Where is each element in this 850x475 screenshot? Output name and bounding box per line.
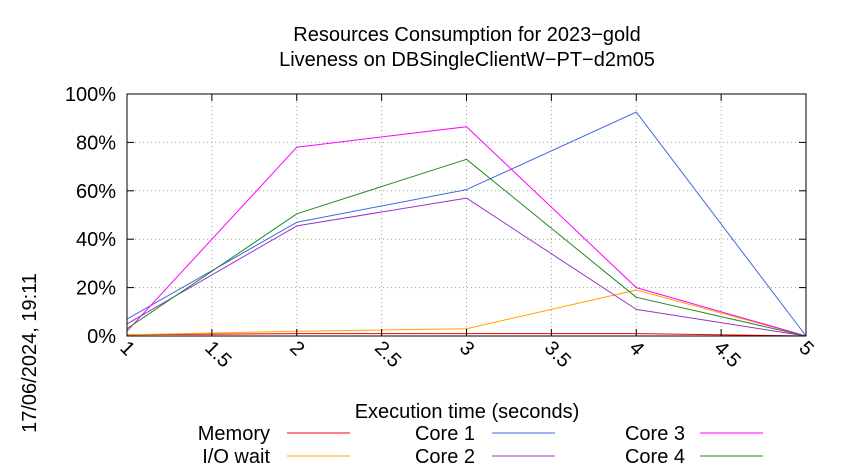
series-line <box>126 197 807 337</box>
x-axis-tick-labels: 1 1.5 2 2.5 3 3.5 4 4.5 5 <box>115 337 817 372</box>
timestamp: 17/06/2024, 19:11 <box>19 273 41 433</box>
x-tick-label: 4 <box>625 337 648 360</box>
series-line <box>126 126 807 337</box>
chart-title-line-1: Resources Consumption for 2023−gold <box>293 24 640 46</box>
x-tick-label: 2.5 <box>370 337 405 372</box>
y-tick-label: 80% <box>76 132 116 154</box>
x-tick-label: 1 <box>115 337 138 360</box>
x-tick-label: 1.5 <box>200 337 235 372</box>
y-tick-label: 20% <box>76 278 116 300</box>
x-axis-label: Execution time (seconds) <box>355 401 580 423</box>
legend-label: Core 1 <box>415 423 475 445</box>
series-line <box>126 289 807 337</box>
y-axis-tick-labels: 0% 20% 40% 60% 80% 100% <box>65 84 116 348</box>
legend-label: Core 4 <box>625 446 685 468</box>
series-line <box>126 111 807 337</box>
chart-title-line-2: Liveness on DBSingleClientW−PT−d2m05 <box>279 49 655 71</box>
y-tick-label: 100% <box>65 84 116 106</box>
y-tick-label: 0% <box>87 326 116 348</box>
series-line <box>126 158 807 337</box>
x-tick-label: 4.5 <box>710 337 745 372</box>
chart-title: Resources Consumption for 2023−gold Live… <box>279 24 655 71</box>
x-tick-label: 3.5 <box>540 337 575 372</box>
legend-label: Core 2 <box>415 446 475 468</box>
legend-label: Core 3 <box>625 423 685 445</box>
x-tick-label: 5 <box>794 337 817 360</box>
grid <box>127 94 806 336</box>
x-tick-label: 3 <box>455 337 478 360</box>
y-tick-label: 60% <box>76 181 116 203</box>
legend-label: Memory <box>198 423 270 445</box>
legend-label: I/O wait <box>202 446 270 468</box>
x-tick-label: 2 <box>285 337 308 360</box>
y-tick-label: 40% <box>76 229 116 251</box>
axis-ticks <box>126 93 807 337</box>
